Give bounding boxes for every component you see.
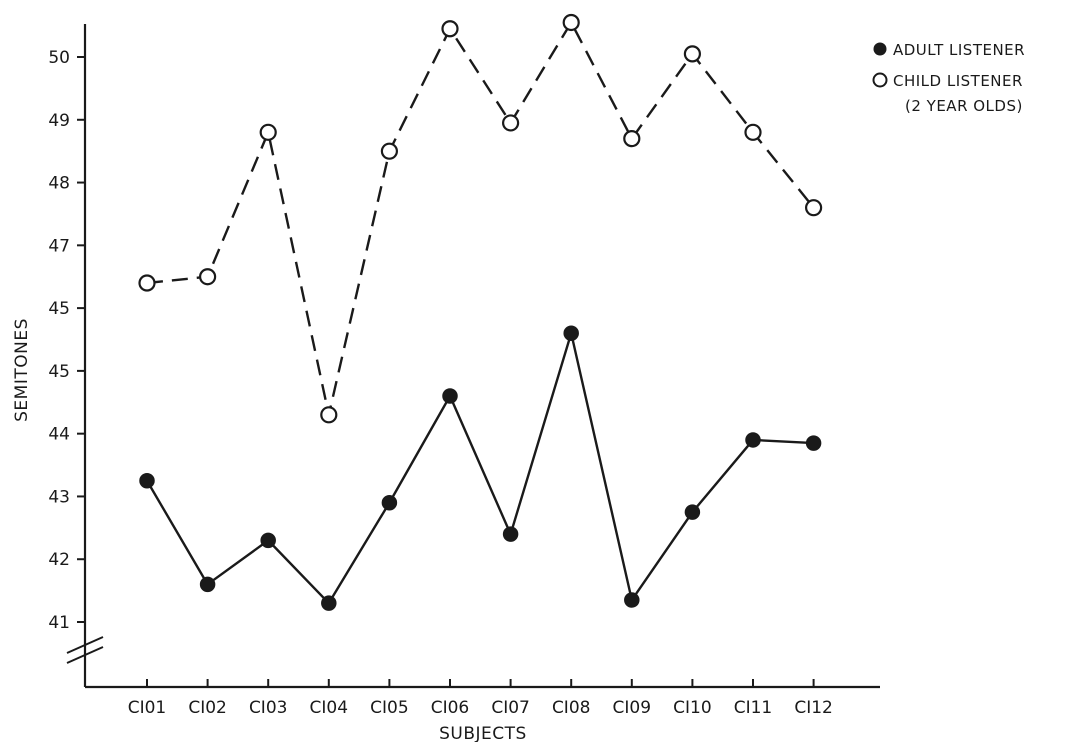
data-point bbox=[380, 142, 398, 160]
data-point bbox=[744, 123, 762, 141]
data-point bbox=[805, 435, 822, 451]
data-point bbox=[502, 114, 520, 132]
x-tick-label: CI01 bbox=[128, 698, 167, 718]
data-point bbox=[745, 432, 761, 448]
x-tick-label: CI12 bbox=[794, 698, 833, 718]
data-point bbox=[624, 592, 640, 608]
data-point bbox=[441, 20, 459, 38]
data-point bbox=[139, 473, 155, 489]
x-tick-label: CI03 bbox=[249, 698, 288, 718]
legend-adult-marker bbox=[873, 42, 887, 56]
y-tick-label: 41 bbox=[48, 613, 70, 633]
data-point bbox=[260, 532, 276, 549]
y-tick-label: 49 bbox=[48, 111, 70, 131]
y-ticks: 41 42 43 44 45 45 47 48 49 50 bbox=[48, 48, 85, 633]
x-tick-label: CI02 bbox=[188, 698, 227, 718]
series-line bbox=[146, 21, 815, 417]
y-tick-label: 45 bbox=[48, 299, 70, 319]
plot-area bbox=[138, 13, 823, 611]
data-point bbox=[320, 406, 338, 424]
data-point bbox=[381, 494, 398, 511]
y-tick-label: 43 bbox=[48, 487, 70, 507]
data-point bbox=[138, 274, 156, 292]
x-tick-label: CI10 bbox=[673, 698, 712, 718]
y-axis-title: SEMITONES bbox=[12, 318, 32, 422]
data-point bbox=[199, 576, 216, 593]
x-tick-label: CI09 bbox=[613, 698, 652, 718]
data-point bbox=[321, 595, 337, 611]
series-line bbox=[145, 332, 814, 605]
data-point bbox=[804, 199, 823, 217]
data-point bbox=[259, 123, 277, 141]
x-tick-label: CI06 bbox=[431, 698, 470, 718]
legend: ADULT LISTENER CHILD LISTENER (2 YEAR OL… bbox=[872, 41, 1025, 115]
y-tick-label: 42 bbox=[48, 550, 70, 570]
data-point bbox=[562, 13, 580, 32]
data-point bbox=[563, 325, 579, 341]
data-point bbox=[442, 388, 458, 404]
x-axis-title: SUBJECTS bbox=[439, 724, 527, 742]
data-point bbox=[623, 130, 641, 148]
data-point bbox=[199, 268, 217, 286]
data-point bbox=[502, 526, 519, 542]
axis-break-mark bbox=[66, 636, 104, 664]
series-adult bbox=[139, 325, 822, 611]
x-tick-label: CI11 bbox=[734, 698, 773, 718]
y-tick-label: 44 bbox=[48, 425, 70, 445]
legend-adult-label: ADULT LISTENER bbox=[893, 41, 1025, 59]
legend-child-marker bbox=[872, 72, 888, 88]
x-tick-label: CI04 bbox=[310, 698, 349, 718]
x-ticks: CI01 CI02 CI03 CI04 CI05 CI06 CI07 CI08 CI09 CI10… bbox=[128, 679, 833, 718]
y-tick-label: 50 bbox=[48, 48, 70, 68]
y-tick-label: 45 bbox=[48, 362, 70, 382]
legend-child-sublabel: (2 YEAR OLDS) bbox=[905, 97, 1023, 115]
data-point bbox=[683, 45, 702, 63]
x-tick-label: CI05 bbox=[370, 698, 409, 718]
series-child bbox=[138, 13, 823, 424]
x-tick-label: CI08 bbox=[552, 698, 591, 718]
legend-child-label: CHILD LISTENER bbox=[893, 72, 1023, 90]
data-point bbox=[684, 504, 701, 520]
x-tick-label: CI07 bbox=[491, 698, 530, 718]
y-tick-label: 48 bbox=[48, 174, 70, 194]
y-tick-label: 47 bbox=[48, 236, 70, 256]
